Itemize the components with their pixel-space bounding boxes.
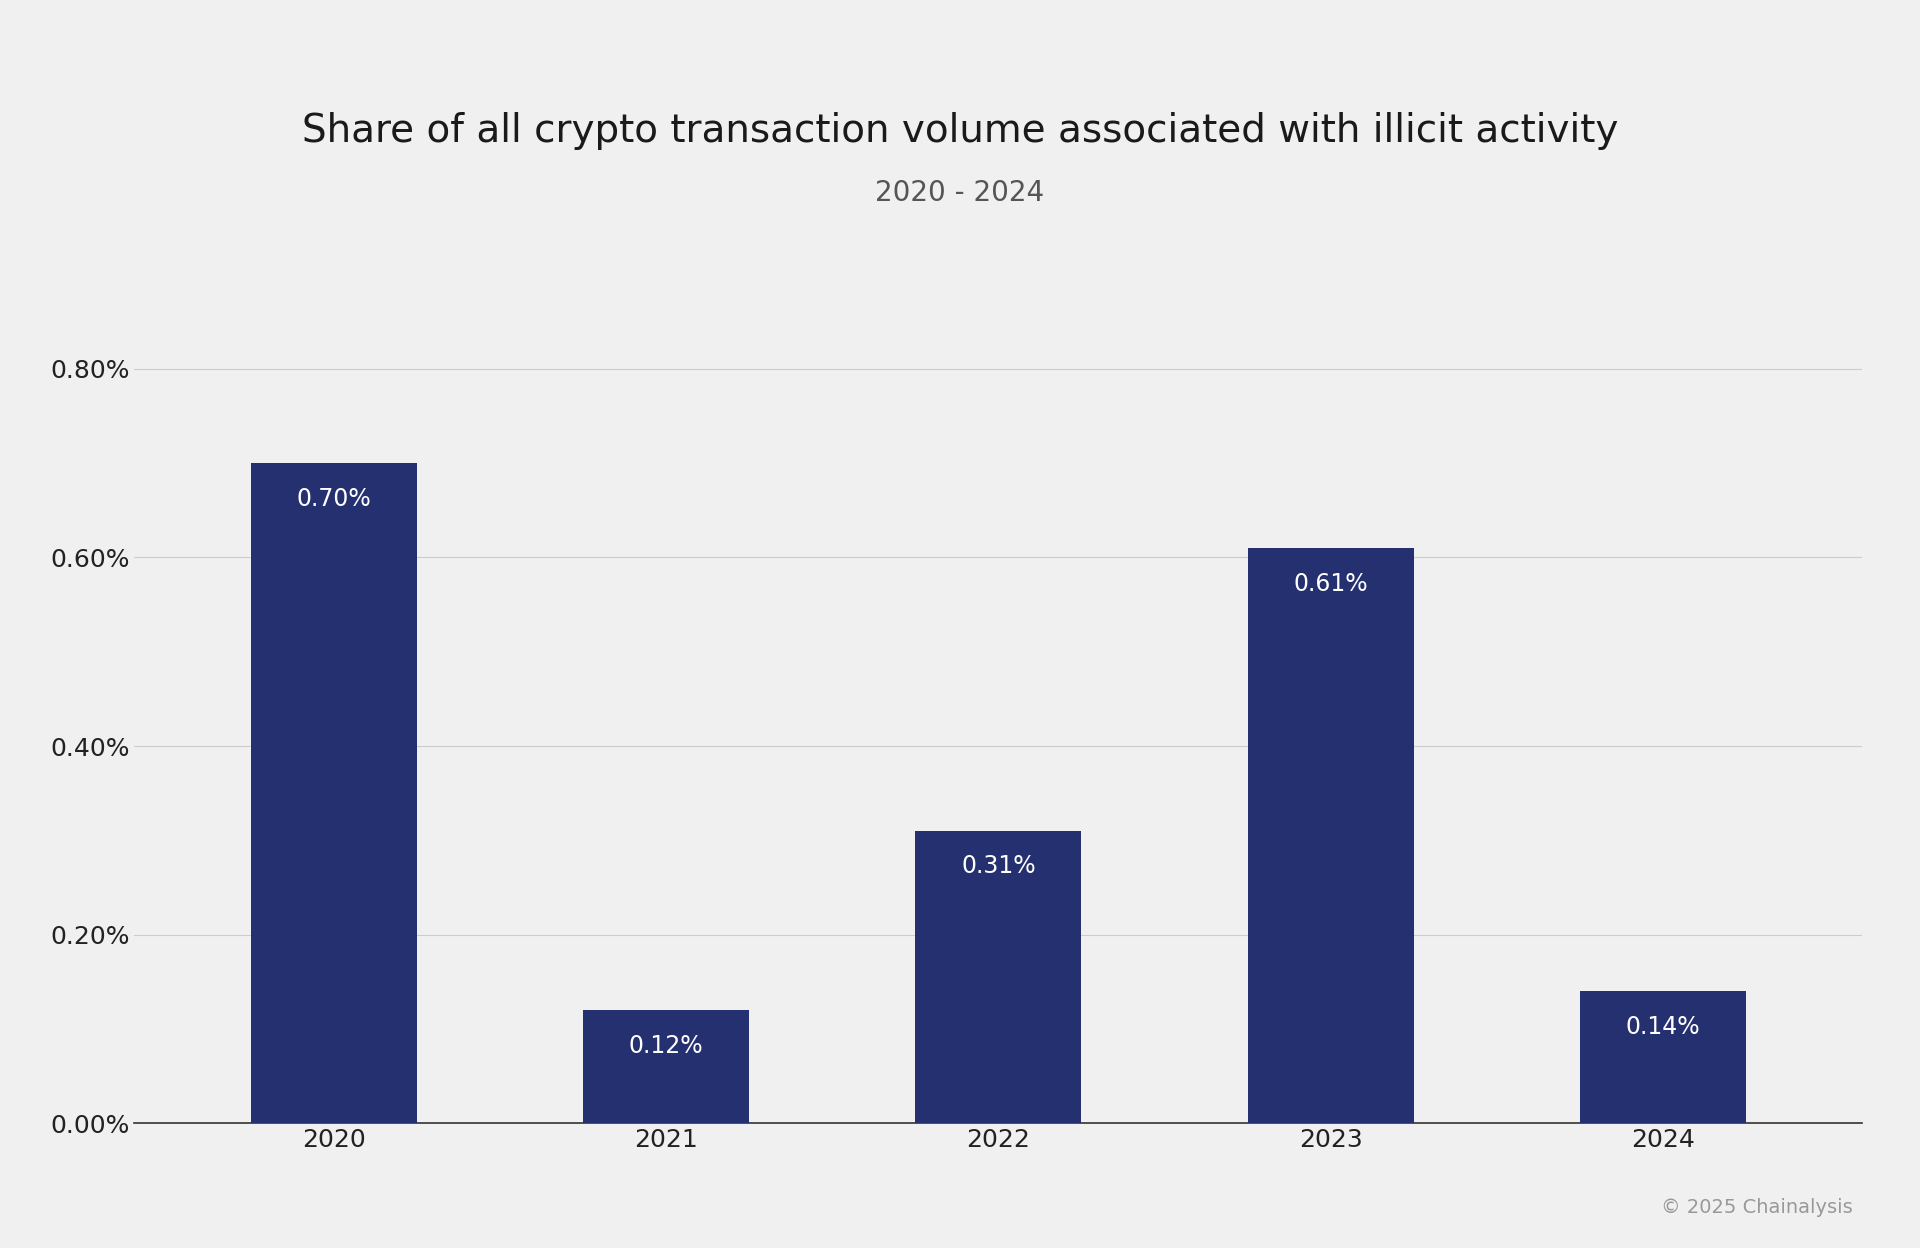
Bar — [252, 463, 417, 1123]
Bar — [1248, 548, 1413, 1123]
Text: 0.61%: 0.61% — [1294, 572, 1369, 595]
Text: 0.31%: 0.31% — [962, 855, 1035, 879]
Bar — [584, 1010, 749, 1123]
Text: 0.12%: 0.12% — [628, 1033, 703, 1057]
Bar — [916, 831, 1081, 1123]
Text: Share of all crypto transaction volume associated with illicit activity: Share of all crypto transaction volume a… — [301, 112, 1619, 150]
Text: 2020 - 2024: 2020 - 2024 — [876, 180, 1044, 207]
Text: 0.70%: 0.70% — [296, 487, 371, 510]
Text: 0.14%: 0.14% — [1626, 1015, 1701, 1038]
Bar — [1580, 991, 1745, 1123]
Text: © 2025 Chainalysis: © 2025 Chainalysis — [1661, 1198, 1853, 1217]
